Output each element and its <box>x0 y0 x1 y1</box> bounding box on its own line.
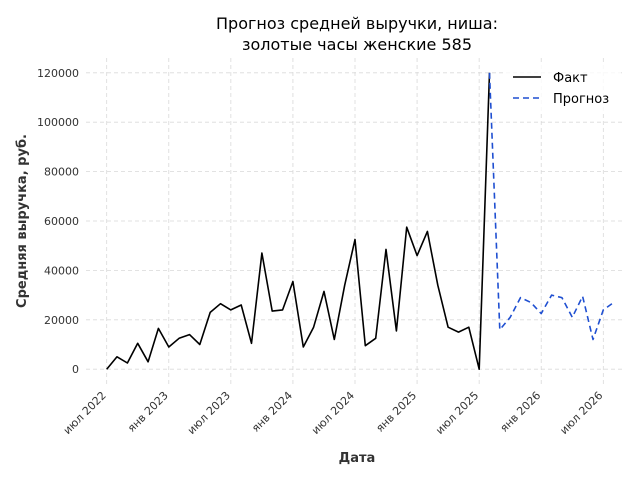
y-tick-label: 80000 <box>44 166 79 179</box>
x-tick-label: янв 2026 <box>498 389 544 435</box>
x-tick-label: янв 2025 <box>373 389 419 435</box>
y-tick-label: 60000 <box>44 215 79 228</box>
y-tick-label: 120000 <box>37 67 79 80</box>
x-tick-label: янв 2024 <box>249 389 295 435</box>
y-tick-label: 100000 <box>37 116 79 129</box>
x-tick-label: июл 2025 <box>433 389 481 437</box>
x-tick-label: июл 2024 <box>309 389 357 437</box>
series-lines <box>106 72 615 371</box>
x-tick-label: янв 2023 <box>125 389 171 435</box>
legend-label-forecast: Прогноз <box>553 92 609 107</box>
chart-title-line2: золотые часы женские 585 <box>242 35 472 54</box>
x-tick-label: июл 2023 <box>185 389 233 437</box>
y-axis-ticks: 0 20000 40000 60000 80000 100000 120000 <box>37 67 79 376</box>
x-axis-label: Дата <box>339 451 376 466</box>
y-axis-label: Средняя выручка, руб. <box>15 134 30 308</box>
x-axis-ticks: июл 2022 янв 2023 июл 2023 янв 2024 июл 2024… <box>61 389 606 437</box>
series-line-forecast <box>488 72 615 341</box>
legend: Факт Прогноз <box>503 63 621 113</box>
y-tick-label: 0 <box>72 363 79 376</box>
y-tick-label: 20000 <box>44 314 79 327</box>
series-line-fact <box>106 72 491 371</box>
chart-title-line1: Прогноз средней выручки, ниша: <box>216 14 498 33</box>
x-tick-label: июл 2026 <box>557 389 605 437</box>
y-tick-label: 40000 <box>44 264 79 277</box>
x-tick-label: июл 2022 <box>61 389 109 437</box>
legend-box <box>503 63 621 113</box>
legend-label-fact: Факт <box>553 71 588 86</box>
